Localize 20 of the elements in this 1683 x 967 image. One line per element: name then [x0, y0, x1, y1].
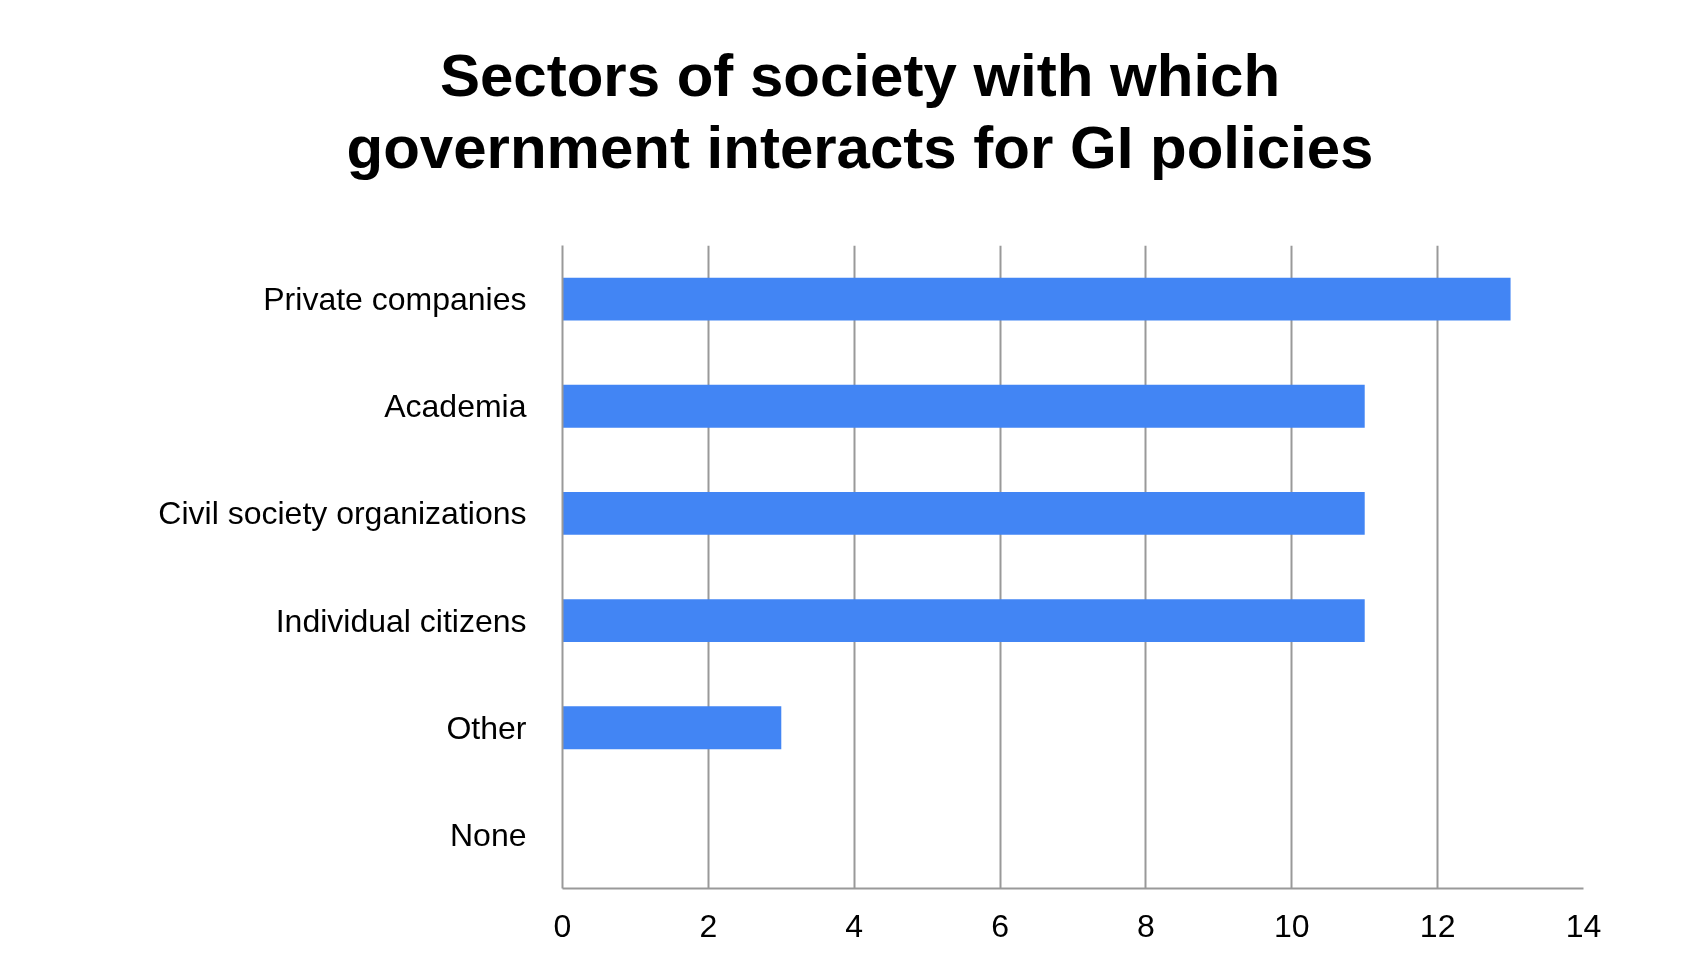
x-tick-label: 0 — [553, 907, 572, 944]
y-tick-label: None — [450, 816, 527, 853]
bar — [562, 599, 1365, 643]
bar — [562, 706, 782, 750]
x-tick-label: 4 — [845, 907, 864, 944]
x-tick-label: 14 — [1565, 907, 1602, 944]
x-tick-label: 12 — [1419, 907, 1456, 944]
bar — [562, 491, 1365, 535]
y-tick-label: Individual citizens — [275, 602, 527, 639]
y-tick-label: Civil society organizations — [158, 495, 527, 532]
y-tick-label: Other — [446, 709, 527, 746]
chart-title: Sectors of society with which government interacts for GI policies — [346, 41, 1374, 183]
x-tick-label: 10 — [1273, 907, 1310, 944]
x-tick-label: 8 — [1137, 907, 1155, 944]
x-tick-label: 2 — [699, 907, 718, 944]
y-tick-label: Private companies — [263, 281, 527, 318]
bar — [562, 384, 1365, 428]
x-tick-label: 6 — [991, 907, 1009, 944]
y-tick-label: Academia — [384, 388, 527, 425]
bar — [562, 277, 1511, 321]
